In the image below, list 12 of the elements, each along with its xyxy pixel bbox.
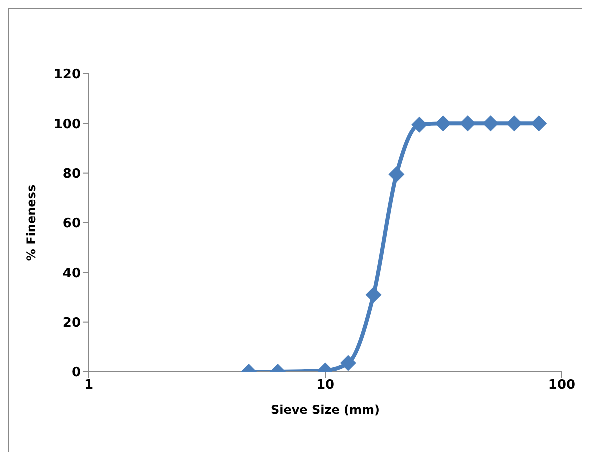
- y-tick-label: 60: [62, 216, 81, 232]
- x-tick-label: 1: [84, 378, 94, 394]
- y-tick-label: 120: [54, 68, 81, 83]
- y-tick-label: 80: [62, 166, 81, 182]
- x-axis-title: Sieve Size (mm): [270, 403, 380, 417]
- y-tick-label: 100: [54, 117, 81, 132]
- y-tick-label: 20: [62, 316, 81, 331]
- x-tick-label: 100: [548, 378, 576, 394]
- y-tick-label: 0: [72, 366, 81, 381]
- y-tick-label: 40: [62, 266, 81, 282]
- x-tick-label: 10: [316, 378, 335, 394]
- y-axis-title: % Fineness: [24, 184, 38, 262]
